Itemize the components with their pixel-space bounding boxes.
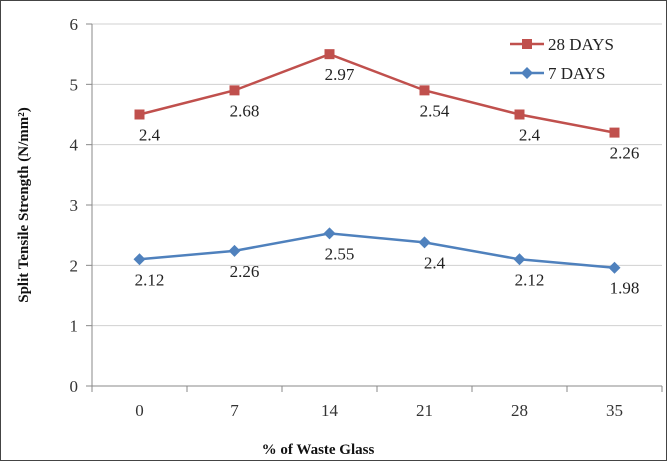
data-label: 2.12 <box>515 270 545 289</box>
data-label: 2.12 <box>135 270 165 289</box>
point-marker <box>229 85 240 96</box>
point-marker <box>513 253 526 266</box>
x-tick-label: 28 <box>511 401 528 420</box>
data-label: 2.26 <box>230 262 260 281</box>
point-marker <box>608 261 621 274</box>
y-tick-labels: 0 1 2 3 4 5 6 <box>70 15 79 396</box>
point-marker <box>514 109 525 120</box>
y-tick-label: 0 <box>70 377 79 396</box>
legend-label: 28 DAYS <box>548 35 614 54</box>
data-label: 2.26 <box>610 144 640 163</box>
point-marker <box>323 227 336 240</box>
point-marker <box>609 127 620 138</box>
y-tick-label: 3 <box>70 196 79 215</box>
gridlines <box>92 23 662 327</box>
x-tick-labels: 0 7 14 21 28 35 <box>135 401 623 420</box>
y-tick-label: 2 <box>70 256 79 275</box>
y-tick-label: 4 <box>70 136 79 155</box>
x-tick-label: 21 <box>416 401 433 420</box>
data-label: 1.98 <box>610 279 640 298</box>
data-label: 2.55 <box>325 244 355 263</box>
point-marker <box>419 85 430 96</box>
axes <box>86 23 663 392</box>
x-tick-label: 7 <box>230 401 239 420</box>
x-tick-label: 35 <box>606 401 623 420</box>
point-marker <box>134 109 145 120</box>
series-line-28-days <box>139 52 615 134</box>
point-marker <box>324 49 335 60</box>
x-axis-title: % of Waste Glass <box>262 442 375 458</box>
data-label: 2.4 <box>424 253 446 272</box>
series-line-7-days <box>139 232 615 269</box>
y-tick-label: 1 <box>70 317 79 336</box>
point-marker <box>522 39 532 49</box>
x-tick-label: 14 <box>321 401 339 420</box>
point-marker <box>418 236 431 249</box>
data-label: 2.4 <box>519 126 541 145</box>
point-marker <box>228 244 241 257</box>
legend-label: 7 DAYS <box>548 64 605 83</box>
data-label: 2.97 <box>325 65 355 84</box>
y-tick-label: 5 <box>70 75 79 94</box>
point-marker <box>133 253 146 266</box>
data-label: 2.4 <box>139 126 161 145</box>
x-tick-label: 0 <box>135 401 144 420</box>
series-group <box>133 49 621 274</box>
data-label: 2.54 <box>420 101 450 120</box>
legend: 28 DAYS 7 DAYS <box>510 35 614 83</box>
y-tick-label: 6 <box>70 15 79 34</box>
data-labels: 2.4 2.68 2.97 2.54 2.4 2.26 2.12 2.26 2.55 2.4 2.1… <box>135 65 640 298</box>
point-marker <box>521 67 533 79</box>
y-axis-title: Split Tensile Strength (N/mm²) <box>16 107 32 303</box>
data-label: 2.68 <box>230 101 260 120</box>
